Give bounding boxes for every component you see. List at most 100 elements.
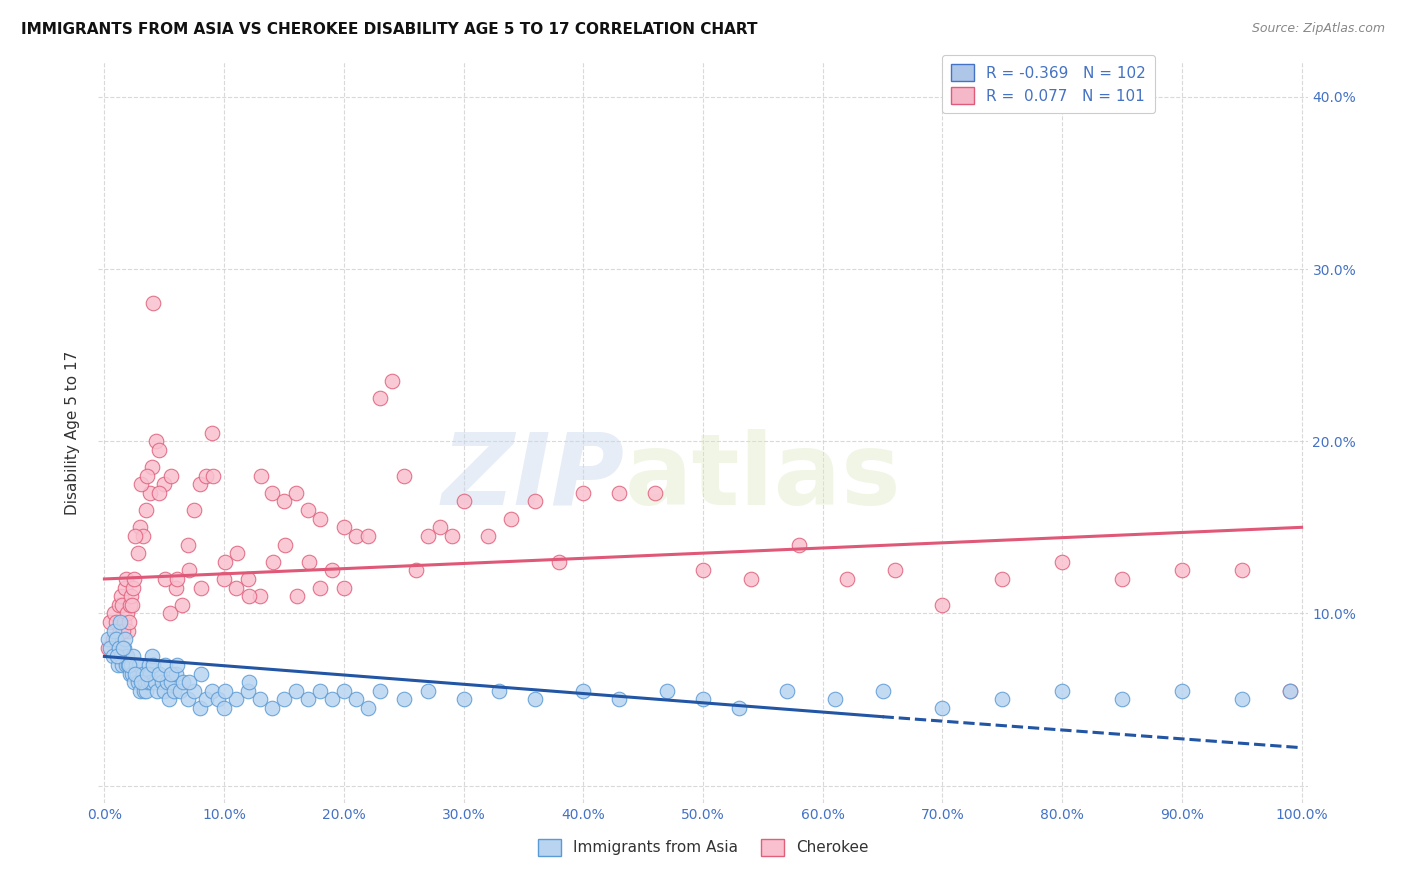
Point (166, 658, 188, 673)
Point (118, 598, 141, 612)
Point (118, 666, 141, 681)
Point (285, 589, 308, 603)
Text: Source: ZipAtlas.com: Source: ZipAtlas.com (1251, 22, 1385, 36)
Point (129, 675, 152, 690)
Text: IMMIGRANTS FROM ASIA VS CHEROKEE DISABILITY AGE 5 TO 17 CORRELATION CHART: IMMIGRANTS FROM ASIA VS CHEROKEE DISABIL… (21, 22, 758, 37)
Point (238, 675, 260, 690)
Point (524, 692, 547, 706)
Point (201, 425, 224, 440)
Point (105, 632, 128, 647)
Point (655, 684, 678, 698)
Point (127, 675, 149, 690)
Point (117, 658, 139, 673)
Point (249, 692, 271, 706)
Point (249, 589, 271, 603)
Point (159, 607, 181, 621)
Point (111, 598, 134, 612)
Point (872, 684, 894, 698)
Point (124, 572, 146, 586)
Point (381, 374, 404, 388)
Point (139, 486, 162, 500)
Point (392, 468, 415, 483)
Point (100, 640, 122, 655)
Point (141, 460, 163, 475)
Point (177, 563, 200, 577)
Point (160, 666, 183, 681)
Point (131, 675, 153, 690)
Point (129, 477, 152, 491)
Point (214, 555, 236, 569)
Point (284, 486, 307, 500)
Point (169, 684, 191, 698)
Point (105, 632, 128, 647)
Point (177, 692, 200, 706)
Point (148, 442, 170, 457)
Point (107, 640, 129, 655)
Point (153, 684, 176, 698)
Point (148, 666, 170, 681)
Point (177, 675, 200, 690)
Point (1050, 684, 1073, 698)
Point (787, 537, 810, 551)
Point (183, 503, 205, 517)
Point (108, 624, 131, 638)
Point (124, 675, 146, 690)
Point (103, 607, 125, 621)
Point (160, 675, 183, 690)
Point (136, 675, 159, 690)
Point (249, 468, 271, 483)
Point (124, 658, 146, 673)
Point (392, 692, 415, 706)
Point (121, 666, 143, 681)
Point (309, 512, 332, 526)
Point (214, 684, 236, 698)
Point (100, 615, 122, 629)
Point (141, 649, 163, 664)
Point (139, 666, 162, 681)
Point (163, 684, 186, 698)
Point (190, 666, 212, 681)
Point (333, 684, 356, 698)
Point (225, 692, 247, 706)
Point (124, 666, 146, 681)
Point (835, 572, 858, 586)
Point (416, 684, 439, 698)
Point (824, 692, 846, 706)
Point (357, 529, 380, 543)
Point (111, 640, 134, 655)
Point (524, 494, 547, 508)
Point (111, 658, 134, 673)
Point (297, 503, 319, 517)
Point (357, 701, 380, 715)
Point (153, 658, 176, 673)
Point (776, 684, 799, 698)
Point (273, 537, 295, 551)
Point (122, 581, 145, 595)
Point (129, 684, 152, 698)
Point (97, 640, 120, 655)
Point (142, 658, 165, 673)
Point (333, 520, 356, 534)
Point (405, 563, 427, 577)
Point (931, 701, 953, 715)
Point (157, 692, 180, 706)
Point (112, 640, 135, 655)
Point (172, 598, 194, 612)
Point (135, 468, 157, 483)
Legend: Immigrants from Asia, Cherokee: Immigrants from Asia, Cherokee (531, 833, 875, 862)
Point (114, 632, 136, 647)
Point (160, 468, 183, 483)
Point (488, 684, 510, 698)
Point (107, 598, 129, 612)
Point (138, 658, 160, 673)
Point (284, 684, 307, 698)
Point (1278, 684, 1301, 698)
Point (1111, 572, 1133, 586)
Point (132, 529, 155, 543)
Point (453, 494, 475, 508)
Point (1171, 684, 1194, 698)
Point (190, 581, 212, 595)
Point (124, 529, 146, 543)
Point (1171, 563, 1194, 577)
Point (118, 658, 141, 673)
